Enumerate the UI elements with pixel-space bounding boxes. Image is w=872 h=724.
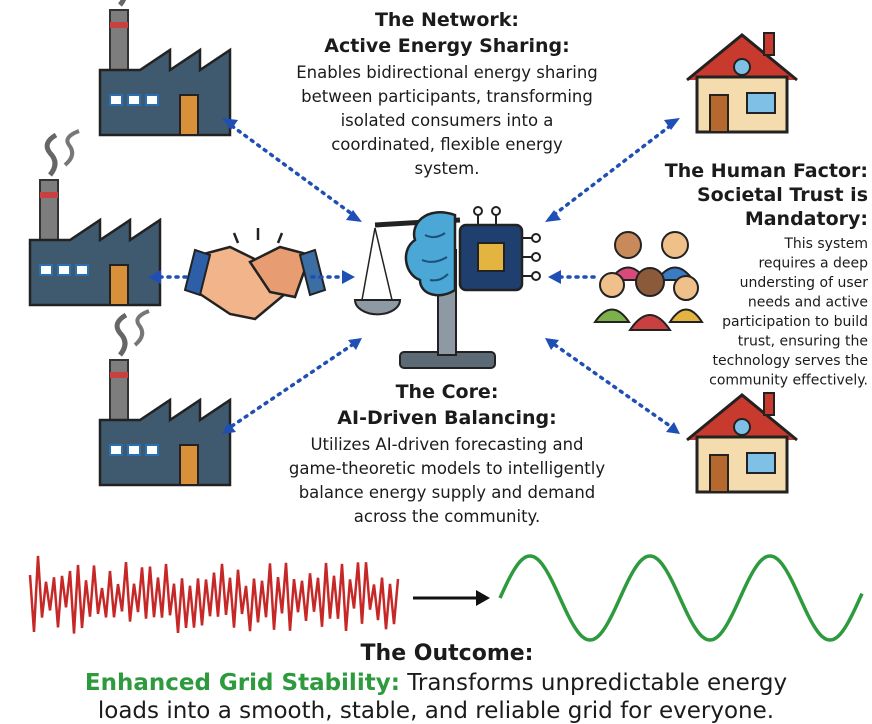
network-subtitle: Active Energy Sharing: [324, 35, 569, 57]
factory-icon [30, 131, 160, 305]
body-line: requires a deep [758, 256, 868, 272]
outcome-text: Transforms unpredictable energy [406, 670, 787, 696]
infographic: The Network: Active Energy Sharing: Enab… [0, 0, 872, 724]
network-body: Enables bidirectional energy sharing betw… [296, 63, 598, 178]
core-title: The Core: [396, 381, 499, 403]
body-line: needs and active [748, 295, 868, 311]
ai-balance-icon [355, 207, 540, 368]
body-line: across the community. [354, 507, 540, 526]
human-title: The Human Factor: [665, 160, 868, 182]
body-line: Utilizes AI-driven forecasting and [310, 435, 583, 454]
human-title: Societal Trust is [697, 184, 868, 206]
body-line: coordinated, flexible energy [331, 135, 563, 154]
core-subtitle: AI-Driven Balancing: [337, 407, 556, 429]
body-line: balance energy supply and demand [299, 483, 596, 502]
stable-wave [500, 556, 862, 640]
body-line: participation to build [722, 314, 868, 330]
transition-arrowhead [476, 590, 490, 606]
body-line: isolated consumers into a [341, 111, 554, 130]
body-line: understing of user [740, 275, 869, 291]
people-icon [595, 232, 702, 330]
house-icon [687, 393, 797, 492]
body-line: Enables bidirectional energy sharing [296, 63, 598, 82]
factory-icon [100, 311, 230, 485]
handshake-icon [185, 228, 325, 319]
outcome-line: Enhanced Grid Stability: Transforms unpr… [85, 670, 787, 696]
body-line: system. [415, 159, 480, 178]
house-icon [687, 33, 797, 132]
body-line: community effectively. [709, 373, 868, 389]
human-title: Mandatory: [745, 208, 868, 230]
body-line: between participants, transforming [301, 87, 593, 106]
factory-icon [100, 0, 230, 135]
human-body: This system requires a deep understing of … [709, 236, 868, 389]
outcome-highlight: Enhanced Grid Stability: [85, 670, 400, 696]
core-body: Utilizes AI-driven forecasting and game-t… [289, 435, 605, 526]
outcome-line: loads into a smooth, stable, and reliabl… [98, 698, 774, 724]
body-line: technology serves the [713, 353, 868, 369]
body-line: trust, ensuring the [738, 334, 868, 350]
body-line: game-theoretic models to intelligently [289, 459, 605, 478]
outcome-title: The Outcome: [361, 641, 534, 666]
network-title: The Network: [375, 9, 519, 31]
body-line: This system [783, 236, 868, 252]
unstable-wave [30, 556, 398, 634]
